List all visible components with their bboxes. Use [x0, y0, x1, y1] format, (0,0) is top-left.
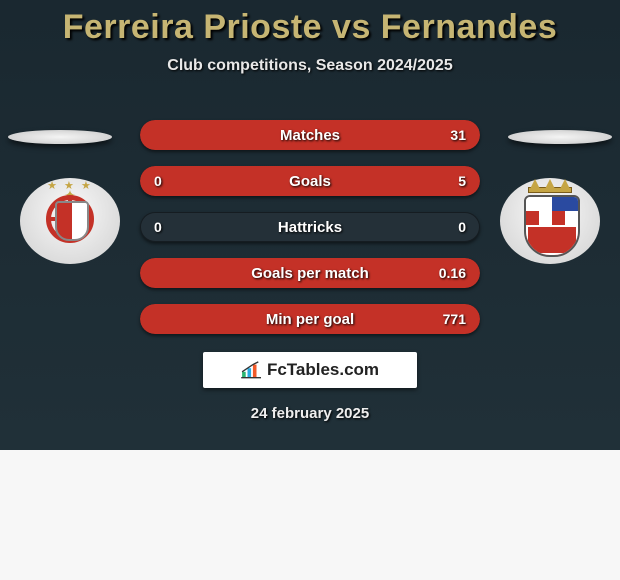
stat-rows: Matches31 Goals05 Hattricks0 0 Goals per mat… — [140, 120, 480, 350]
stat-value-a: 0 — [154, 212, 162, 242]
stat-row: Matches31 — [140, 120, 480, 150]
stat-row: Min per goal771 — [140, 304, 480, 334]
comparison-card: Ferreira Prioste vs Fernandes Club compe… — [0, 0, 620, 450]
stat-row: Hattricks0 0 — [140, 212, 480, 242]
player-a-photo-placeholder — [8, 130, 112, 144]
date-text: 24 february 2025 — [0, 405, 620, 422]
stat-value-b: 0 — [458, 212, 466, 242]
stat-row: Goals05 — [140, 166, 480, 196]
stat-row: Goals per match0.16 — [140, 258, 480, 288]
stat-label: Hattricks — [140, 212, 480, 242]
braga-shield-icon — [512, 183, 588, 259]
stat-bar-b — [140, 258, 480, 288]
brand-text: FcTables.com — [267, 360, 379, 380]
page-subtitle: Club competitions, Season 2024/2025 — [0, 57, 620, 75]
brand-link[interactable]: FcTables.com — [203, 352, 417, 388]
club-a-crest: ★ ★ ★ ✦ — [20, 178, 120, 264]
stat-bar-b — [140, 304, 480, 334]
page-title: Ferreira Prioste vs Fernandes — [0, 8, 620, 47]
benfica-shield-icon: ★ ★ ★ ✦ — [32, 183, 108, 259]
stat-bar-b — [140, 120, 480, 150]
player-b-photo-placeholder — [508, 130, 612, 144]
bar-chart-icon — [241, 361, 263, 379]
club-b-crest — [500, 178, 600, 264]
stat-bar-b — [140, 166, 480, 196]
